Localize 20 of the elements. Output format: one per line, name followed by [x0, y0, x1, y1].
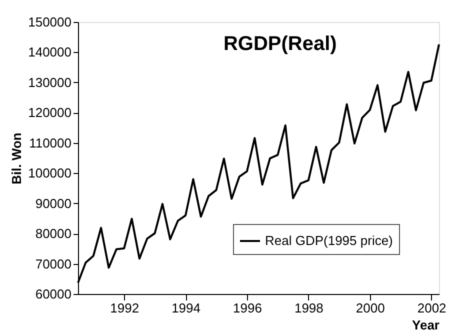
y-axis-title: Bil. Won	[9, 132, 24, 184]
y-tick-label: 70000	[35, 256, 72, 272]
y-tick-label: 130000	[28, 74, 72, 90]
y-tick-label: 140000	[28, 44, 72, 60]
text: RGDP(Real)	[223, 33, 337, 55]
x-tick-label: 1996	[233, 300, 262, 316]
x-tick-label: 2002	[417, 300, 446, 316]
y-tick-label: 150000	[28, 14, 72, 30]
y-tick-label: 100000	[28, 166, 72, 181]
x-axis-title: Year	[412, 318, 440, 332]
x-tick-label: 2000	[356, 300, 385, 316]
legend-label: Real GDP(1995 price)	[265, 233, 393, 248]
y-tick-label: 120000	[28, 105, 72, 120]
y-tick-label: 80000	[35, 226, 72, 242]
x-tick-label: 1998	[294, 300, 324, 316]
y-tick-label: 90000	[35, 196, 72, 211]
y-tick-label: 110000	[29, 135, 72, 150]
y-tick-label: 60000	[35, 286, 72, 302]
x-tick-label: 1994	[172, 300, 200, 316]
x-tick-label: 1992	[110, 300, 140, 316]
